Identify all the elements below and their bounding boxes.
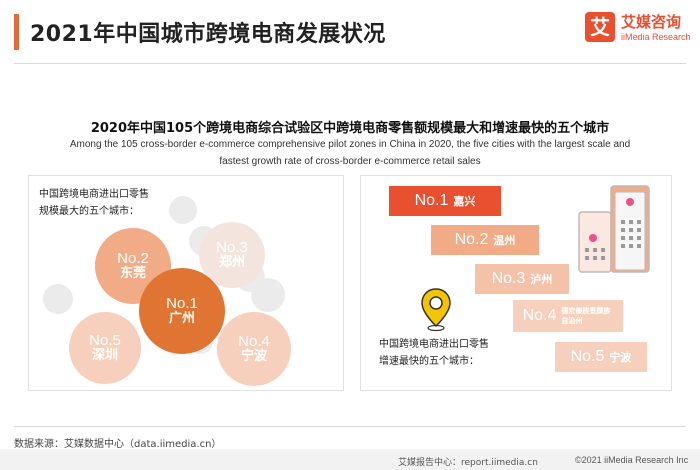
copyright-text: ©2021 iiMedia Research Inc — [575, 455, 689, 465]
growth-pill-rank5: No.5 宁波 — [555, 342, 647, 372]
rank-label: No.3 — [216, 238, 248, 256]
footer-divider — [14, 426, 686, 427]
header-divider — [14, 63, 686, 64]
footer-bar — [0, 449, 700, 470]
rank-label: No.4 — [522, 307, 557, 324]
city-label: 宁波 — [609, 351, 632, 364]
rank-label: No.3 — [491, 270, 526, 287]
largest-caption: 中国跨境电商进出口零售 规模最大的五个城市： — [39, 186, 149, 220]
city-label: 东莞 — [119, 266, 146, 282]
city-label: 深圳 — [91, 348, 118, 364]
rank-label: No.5 — [89, 331, 121, 349]
rank-label: No.4 — [238, 332, 270, 350]
city-label: 温州 — [493, 234, 516, 247]
growth-pill-rank4: No.4 德宏傣族景颇族自治州 — [513, 300, 623, 332]
decor-circle — [169, 196, 197, 224]
city-bubble-rank5: No.5 深圳 — [69, 312, 141, 384]
fastest-growth-panel: No.1 嘉兴 No.2 温州 No.3 泸州 No.4 德宏傣族景颇族自治州 … — [360, 175, 672, 391]
growth-pill-rank1: No.1 嘉兴 — [389, 186, 501, 216]
rank-label: No.1 — [414, 192, 449, 209]
location-pin-icon — [421, 288, 451, 332]
rank-label: No.5 — [570, 348, 605, 365]
report-center-link[interactable]: 艾媒报告中心：report.iimedia.cn — [398, 458, 538, 468]
office-buildings-icon — [578, 185, 650, 273]
brand-name-cn: 艾媒咨询 — [621, 13, 682, 31]
title-accent-bar — [14, 14, 19, 50]
city-bubble-rank4: No.4 宁波 — [217, 312, 291, 386]
data-source: 数据来源：艾媒数据中心（data.iimedia.cn） — [14, 439, 222, 450]
page-title: 2021年中国城市跨境电商发展状况 — [30, 22, 386, 47]
city-label: 宁波 — [240, 349, 267, 365]
chart-subtitle-en: Among the 105 cross-border e-commerce co… — [69, 139, 631, 167]
fastest-caption-line2: 增速最快的五个城市： — [379, 356, 479, 367]
brand-name-en: iiMedia Research — [621, 32, 691, 42]
rank-label: No.2 — [454, 231, 489, 248]
fastest-caption-line1: 中国跨境电商进出口零售 — [379, 339, 489, 350]
growth-pill-rank2: No.2 温州 — [431, 225, 539, 255]
city-label: 郑州 — [218, 255, 245, 271]
chart-subtitle-cn: 2020年中国105个跨境电商综合试验区中跨境电商零售额规模最大和增速最快的五个… — [90, 121, 610, 136]
city-bubble-rank1: No.1 广州 — [139, 268, 225, 354]
decor-circle — [43, 284, 73, 314]
city-label: 泸州 — [530, 273, 553, 286]
brand-logo-icon: 艾 — [585, 12, 615, 42]
fastest-caption: 中国跨境电商进出口零售 增速最快的五个城市： — [379, 336, 489, 370]
rank-label: No.1 — [166, 294, 198, 312]
decor-circle — [251, 278, 285, 312]
largest-scale-panel: 中国跨境电商进出口零售 规模最大的五个城市： No.3 郑州 No.2 东莞 N… — [28, 175, 344, 391]
city-label: 德宏傣族景颇族自治州 — [561, 307, 611, 325]
city-label: 广州 — [168, 311, 195, 327]
city-label: 嘉兴 — [453, 195, 476, 208]
growth-pill-rank3: No.3 泸州 — [475, 264, 569, 294]
rank-label: No.2 — [117, 249, 149, 267]
city-bubble-rank3: No.3 郑州 — [199, 222, 265, 288]
largest-caption-line1: 中国跨境电商进出口零售 — [39, 189, 149, 200]
largest-caption-line2: 规模最大的五个城市： — [39, 206, 139, 217]
